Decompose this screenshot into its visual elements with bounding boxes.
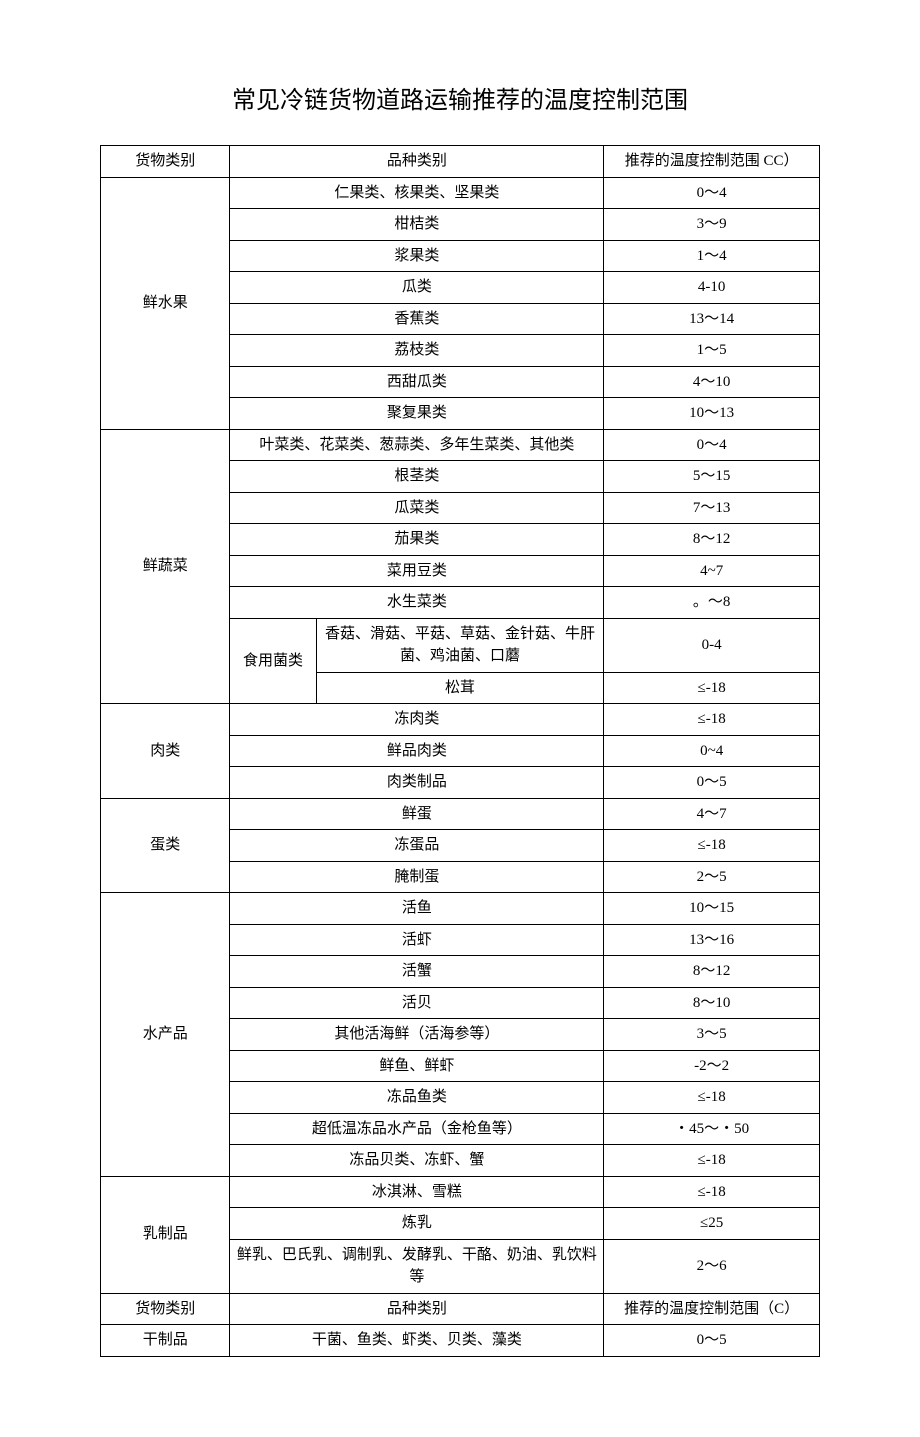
temp-cell: ≤-18	[604, 1145, 820, 1177]
temp-cell: 10～15	[604, 893, 820, 925]
variety-cell: 香菇、滑菇、平菇、草菇、金针菇、牛肝菌、鸡油菌、口蘑	[316, 618, 604, 672]
variety-cell: 活蟹	[230, 956, 604, 988]
temp-cell: 0～4	[604, 429, 820, 461]
variety-cell: 香蕉类	[230, 303, 604, 335]
table-row: 干制品 干菌、鱼类、虾类、贝类、藻类 0～5	[101, 1325, 820, 1357]
variety-cell: 腌制蛋	[230, 861, 604, 893]
temp-cell: 2～6	[604, 1239, 820, 1293]
variety-cell: 鲜乳、巴氏乳、调制乳、发酵乳、干酪、奶油、乳饮料等	[230, 1239, 604, 1293]
temp-cell: ≤-18	[604, 672, 820, 704]
table-row: 乳制品 冰淇淋、雪糕 ≤-18	[101, 1176, 820, 1208]
variety-cell: 干菌、鱼类、虾类、贝类、藻类	[230, 1325, 604, 1357]
table-header-row: 货物类别 品种类别 推荐的温度控制范围（C）	[101, 1293, 820, 1325]
table-row: 肉类 冻肉类 ≤-18	[101, 704, 820, 736]
temp-cell: 1～4	[604, 240, 820, 272]
variety-cell: 鲜品肉类	[230, 735, 604, 767]
header-variety: 品种类别	[230, 1293, 604, 1325]
category-meat: 肉类	[101, 704, 230, 799]
category-eggs: 蛋类	[101, 798, 230, 893]
header-category: 货物类别	[101, 146, 230, 178]
temp-cell: ・45～・50	[604, 1113, 820, 1145]
variety-cell: 西甜瓜类	[230, 366, 604, 398]
variety-cell: 活虾	[230, 924, 604, 956]
variety-cell: 肉类制品	[230, 767, 604, 799]
temp-cell: 10～13	[604, 398, 820, 430]
temp-cell: 0～4	[604, 177, 820, 209]
temp-cell: 8～12	[604, 956, 820, 988]
variety-cell: 水生菜类	[230, 587, 604, 619]
variety-cell: 荔枝类	[230, 335, 604, 367]
temp-cell: ≤25	[604, 1208, 820, 1240]
page-title: 常见冷链货物道路运输推荐的温度控制范围	[100, 80, 820, 115]
variety-cell: 瓜类	[230, 272, 604, 304]
table-row: 水产品 活鱼 10～15	[101, 893, 820, 925]
header-variety: 品种类别	[230, 146, 604, 178]
variety-cell: 仁果类、核果类、坚果类	[230, 177, 604, 209]
temp-cell: 0～5	[604, 767, 820, 799]
temp-cell: 8～10	[604, 987, 820, 1019]
variety-cell: 炼乳	[230, 1208, 604, 1240]
temp-cell: 8～12	[604, 524, 820, 556]
cold-chain-table: 货物类别 品种类别 推荐的温度控制范围 CC） 鲜水果 仁果类、核果类、坚果类 …	[100, 145, 820, 1357]
temp-cell: 1～5	[604, 335, 820, 367]
temp-cell: ≤-18	[604, 1082, 820, 1114]
variety-cell: 活贝	[230, 987, 604, 1019]
variety-cell: 菜用豆类	[230, 555, 604, 587]
variety-cell: 冰淇淋、雪糕	[230, 1176, 604, 1208]
category-vegetables: 鲜蔬菜	[101, 429, 230, 704]
category-dried: 干制品	[101, 1325, 230, 1357]
variety-cell: 超低温冻品水产品（金枪鱼等）	[230, 1113, 604, 1145]
variety-cell: 冻品鱼类	[230, 1082, 604, 1114]
variety-cell: 叶菜类、花菜类、葱蒜类、多年生菜类、其他类	[230, 429, 604, 461]
variety-cell: 茄果类	[230, 524, 604, 556]
category-aquatic: 水产品	[101, 893, 230, 1177]
mushroom-label: 食用菌类	[230, 618, 316, 704]
temp-cell: 4～10	[604, 366, 820, 398]
variety-cell: 冻肉类	[230, 704, 604, 736]
variety-cell: 瓜菜类	[230, 492, 604, 524]
variety-cell: 根茎类	[230, 461, 604, 493]
table-row: 鲜水果 仁果类、核果类、坚果类 0～4	[101, 177, 820, 209]
category-fruits: 鲜水果	[101, 177, 230, 429]
table-row: 鲜蔬菜 叶菜类、花菜类、葱蒜类、多年生菜类、其他类 0～4	[101, 429, 820, 461]
temp-cell: 3～5	[604, 1019, 820, 1051]
variety-cell: 聚复果类	[230, 398, 604, 430]
temp-cell: 0～5	[604, 1325, 820, 1357]
temp-cell: 4~7	[604, 555, 820, 587]
temp-cell: ≤-18	[604, 1176, 820, 1208]
temp-cell: 0~4	[604, 735, 820, 767]
temp-cell: ≤-18	[604, 704, 820, 736]
variety-cell: 鲜蛋	[230, 798, 604, 830]
table-row: 蛋类 鲜蛋 4～7	[101, 798, 820, 830]
table-header-row: 货物类别 品种类别 推荐的温度控制范围 CC）	[101, 146, 820, 178]
variety-cell: 冻蛋品	[230, 830, 604, 862]
temp-cell: 4～7	[604, 798, 820, 830]
temp-cell: 2～5	[604, 861, 820, 893]
temp-cell: ≤-18	[604, 830, 820, 862]
temp-cell: 。～8	[604, 587, 820, 619]
temp-cell: 13～16	[604, 924, 820, 956]
temp-cell: 4-10	[604, 272, 820, 304]
variety-cell: 浆果类	[230, 240, 604, 272]
variety-cell: 冻品贝类、冻虾、蟹	[230, 1145, 604, 1177]
variety-cell: 松茸	[316, 672, 604, 704]
category-dairy: 乳制品	[101, 1176, 230, 1293]
variety-cell: 鲜鱼、鲜虾	[230, 1050, 604, 1082]
variety-cell: 柑桔类	[230, 209, 604, 241]
header-temperature: 推荐的温度控制范围（C）	[604, 1293, 820, 1325]
temp-cell: -2～2	[604, 1050, 820, 1082]
header-temperature: 推荐的温度控制范围 CC）	[604, 146, 820, 178]
temp-cell: 5～15	[604, 461, 820, 493]
temp-cell: 0-4	[604, 618, 820, 672]
variety-cell: 活鱼	[230, 893, 604, 925]
temp-cell: 7～13	[604, 492, 820, 524]
temp-cell: 3～9	[604, 209, 820, 241]
temp-cell: 13～14	[604, 303, 820, 335]
header-category: 货物类别	[101, 1293, 230, 1325]
variety-cell: 其他活海鲜（活海参等）	[230, 1019, 604, 1051]
